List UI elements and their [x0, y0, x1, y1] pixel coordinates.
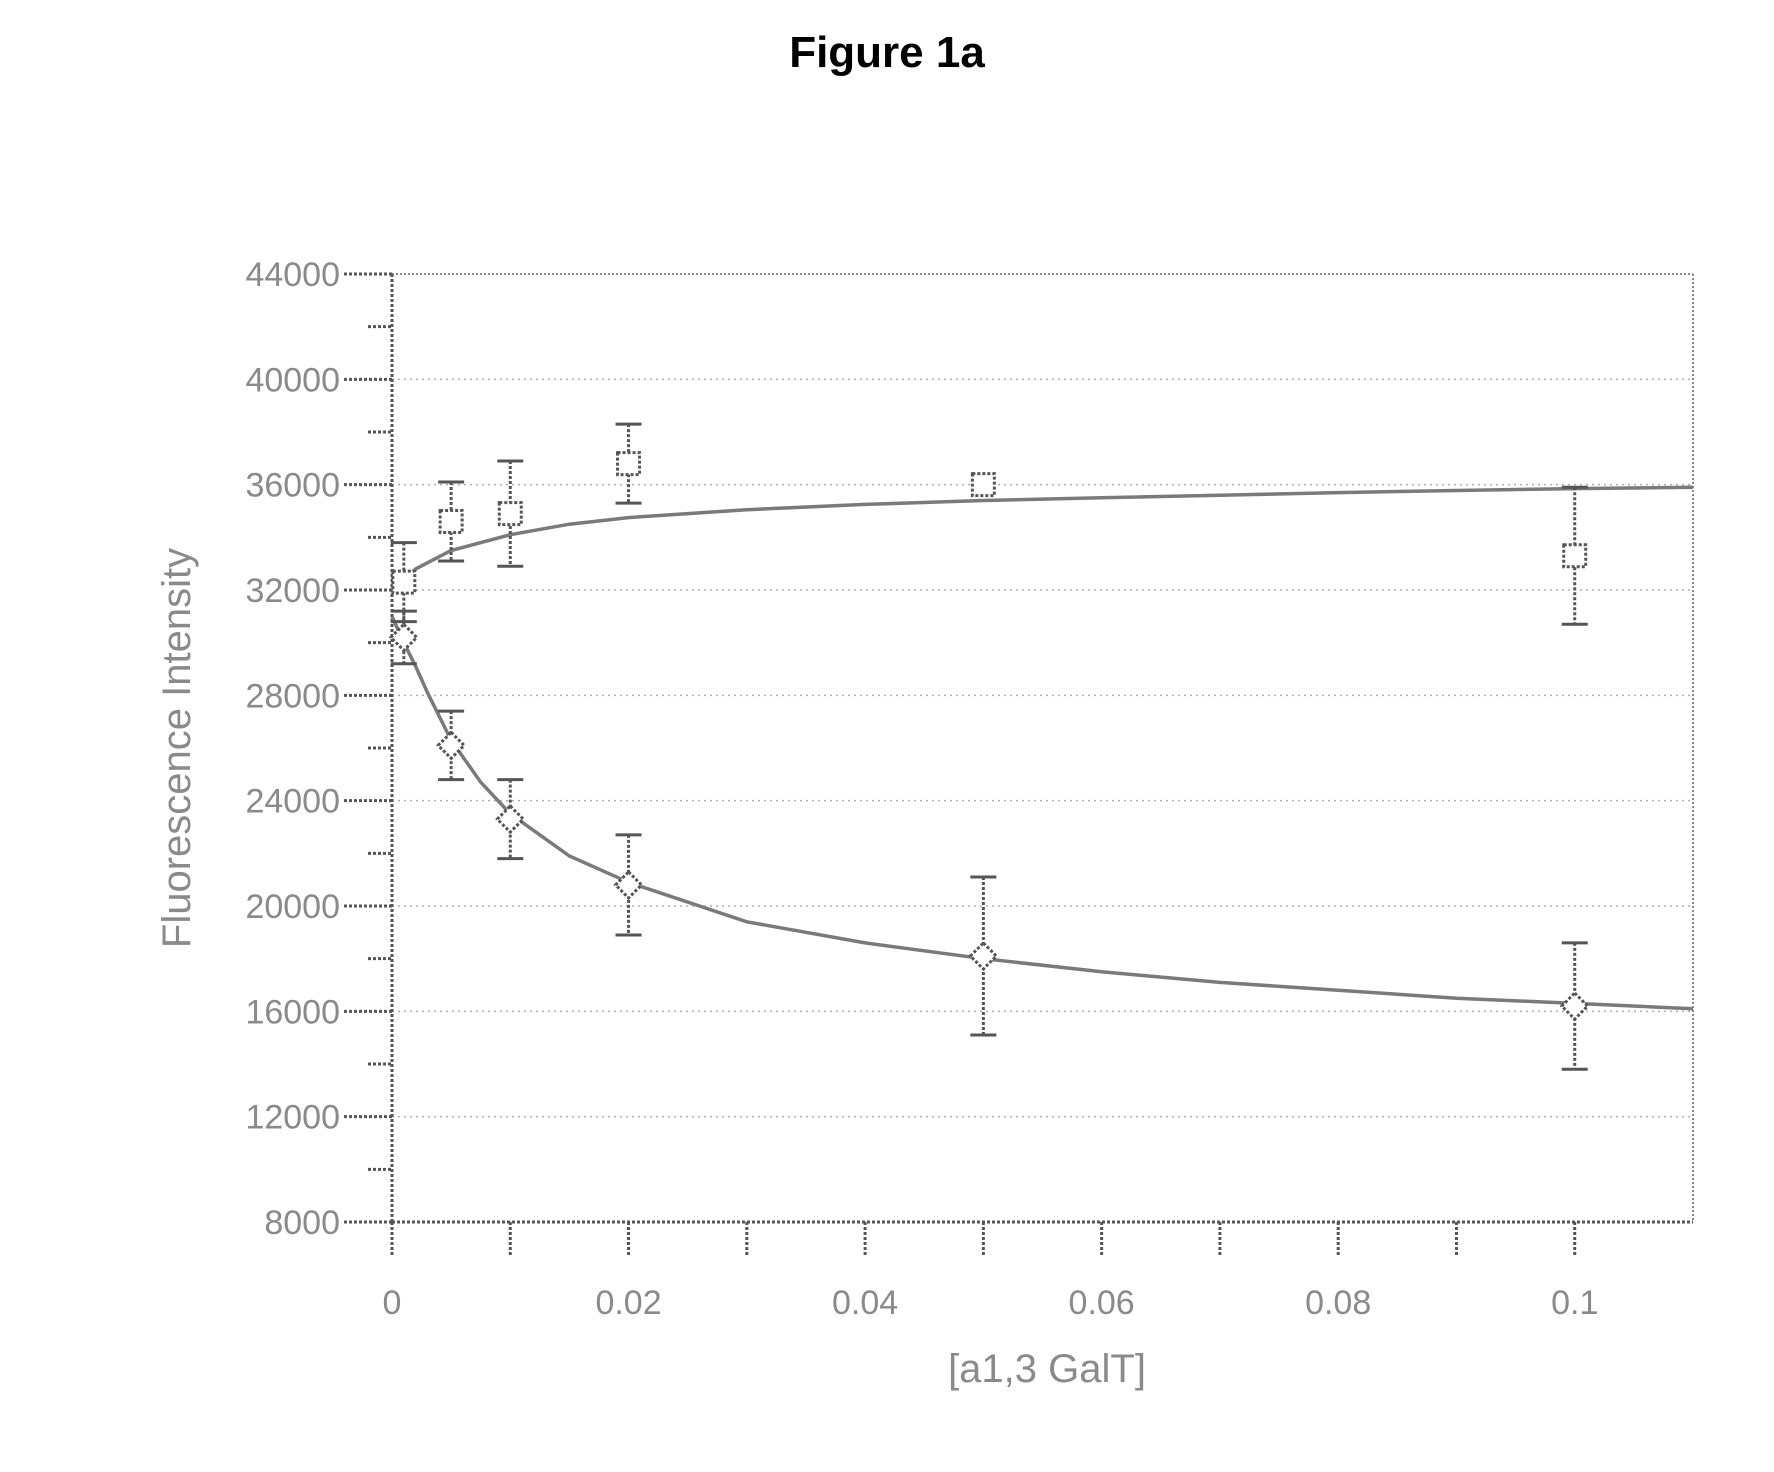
x-tick-label: 0.1	[1551, 1284, 1598, 1322]
data-point-diamond	[970, 943, 996, 969]
x-tick-label: 0.04	[832, 1284, 898, 1322]
x-tick-label: 0.02	[595, 1284, 661, 1322]
y-tick-label: 12000	[245, 1099, 340, 1137]
y-tick-label: 28000	[245, 677, 340, 715]
fit-curve	[392, 487, 1693, 592]
y-tick-label: 32000	[245, 572, 340, 610]
y-tick-label: 36000	[245, 467, 340, 505]
data-point-square	[440, 511, 462, 533]
y-axis-label: Fluorescence Intensity	[155, 548, 199, 948]
tick-label-layer: 8000 12000 16000 20000 24000 28000 32000 36000 4…	[245, 256, 1598, 1322]
fit-curve-layer	[392, 487, 1693, 1008]
data-point-square	[972, 474, 994, 496]
data-point-square	[1564, 545, 1586, 567]
data-point-diamond	[391, 624, 417, 650]
x-tick-label: 0	[383, 1284, 402, 1322]
x-tick-label: 0.08	[1305, 1284, 1371, 1322]
y-tick-label: 40000	[245, 361, 340, 399]
y-tick-label: 24000	[245, 783, 340, 821]
y-tick-label: 44000	[245, 256, 340, 294]
error-bar-layer	[391, 424, 1588, 1069]
data-point-square	[499, 503, 521, 525]
data-point-diamond	[497, 806, 523, 832]
fit-curve	[392, 616, 1693, 1008]
x-tick-label: 0.06	[1069, 1284, 1135, 1322]
y-tick-label: 20000	[245, 888, 340, 926]
data-point-square	[618, 453, 640, 475]
x-axis-label: [a1,3 GalT]	[948, 1347, 1146, 1391]
axes-layer	[344, 274, 1693, 1256]
data-point-square	[393, 571, 415, 593]
y-tick-label: 8000	[264, 1204, 340, 1242]
data-point-layer	[391, 453, 1588, 1019]
y-tick-label: 16000	[245, 993, 340, 1031]
data-point-diamond	[1562, 993, 1588, 1019]
data-point-diamond	[616, 872, 642, 898]
